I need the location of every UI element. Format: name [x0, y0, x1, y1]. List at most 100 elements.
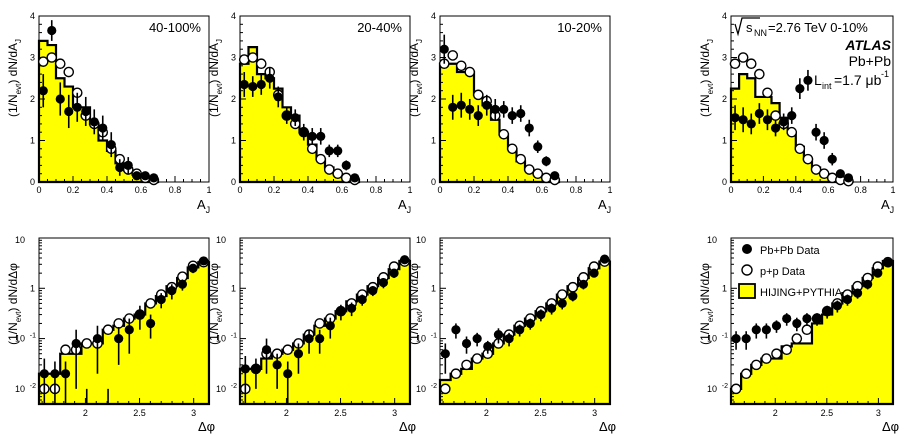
- pp-point: [506, 143, 518, 155]
- pbpb-point: [440, 349, 450, 359]
- pp-point: [770, 110, 781, 121]
- pp-point: [102, 324, 114, 336]
- pbpb-point: [333, 146, 343, 156]
- pbpb-point: [89, 117, 99, 127]
- pp-point: [786, 126, 798, 138]
- pbpb-point: [873, 268, 883, 278]
- panel-dphi-3: 2 2.5 3 10 -2 10 -1 1 10 Δφ (1/Nevt) dN/dΔφ: [407, 235, 616, 434]
- pbpb-point: [533, 142, 543, 152]
- y-tick-label: 3: [431, 53, 436, 63]
- x-tick-label: 2.5: [334, 408, 347, 418]
- x-axis-label: AJ: [398, 197, 411, 215]
- pp-point: [81, 338, 93, 349]
- y-tick-label: 3: [231, 53, 236, 63]
- x-tick-label: 0: [728, 185, 733, 195]
- pp-point: [540, 172, 552, 184]
- x-tick-label: 0.4: [302, 185, 315, 195]
- pbpb-point: [72, 102, 82, 112]
- y-tick-label: 4: [722, 11, 727, 21]
- x-tick-label: 0.2: [757, 185, 770, 195]
- pp-point: [255, 58, 267, 70]
- x-tick-label: 2: [83, 408, 88, 418]
- pp-point: [532, 168, 544, 179]
- pbpb-point: [802, 313, 812, 324]
- pbpb-point: [843, 173, 854, 183]
- pbpb-point: [92, 333, 103, 344]
- pbpb-point: [188, 263, 198, 273]
- mc-histogram: [438, 62, 561, 184]
- pbpb-point: [114, 333, 124, 344]
- pbpb-point: [71, 338, 81, 349]
- y-tick-label: 10: [15, 334, 25, 344]
- pp-point: [54, 58, 66, 70]
- pbpb-point: [465, 104, 475, 114]
- x-tick-label: 0.8: [370, 185, 383, 195]
- pp-point: [498, 128, 510, 140]
- y-tick-label: 1: [431, 136, 436, 146]
- y-tick-exponent: -2: [231, 383, 237, 390]
- plot-frame: [730, 237, 894, 405]
- y-tick-label: 3: [722, 53, 727, 63]
- pp-point: [740, 368, 752, 380]
- pp-point: [315, 153, 327, 165]
- pbpb-point: [199, 256, 209, 266]
- y-tick-label: 1: [30, 283, 35, 293]
- pbpb-point: [461, 338, 472, 349]
- pbpb-point: [299, 127, 309, 137]
- pbpb-point: [304, 333, 314, 344]
- pbpb-point: [39, 369, 49, 379]
- x-axis-label: Δφ: [399, 419, 416, 434]
- x-tick-label: 2: [484, 408, 489, 418]
- y-tick-label: 2: [722, 94, 727, 104]
- x-tick-label: 0.2: [468, 185, 481, 195]
- pbpb-point: [283, 369, 293, 379]
- y-tick-label: 1: [722, 283, 727, 293]
- pbpb-point: [883, 258, 893, 268]
- pbpb-point: [787, 111, 797, 121]
- pbpb-point: [507, 111, 517, 121]
- y-tick-label: 1: [231, 136, 236, 146]
- pbpb-point: [106, 140, 116, 150]
- pbpb-point: [832, 301, 842, 311]
- y-tick-exponent: -1: [231, 333, 237, 340]
- pp-point: [730, 383, 742, 395]
- pbpb-point: [324, 146, 334, 156]
- pp-point: [447, 50, 459, 61]
- panel-dphi-1: 2 2.5 3 10 -2 10 -1 1 10 Δφ (1/Nevt) dN/dΔφ: [6, 235, 215, 434]
- pbpb-point: [746, 119, 756, 129]
- y-tick-label: 3: [30, 53, 35, 63]
- x-tick-label: 1: [607, 185, 612, 195]
- panel-aj-4: 0 0.2 0.4 0.6 0.8 1 0 1 2 3 4 AJ (1/Nevt) dN/dAJ: [698, 11, 896, 215]
- y-axis-label: (1/Nevt) dN/dΔφ: [407, 263, 424, 345]
- x-tick-label: 0.6: [135, 185, 148, 195]
- sqrt-s-subscript: NN: [754, 28, 767, 38]
- x-tick-label: 1: [890, 185, 895, 195]
- pbpb-point: [741, 333, 751, 344]
- x-tick-label: 2.5: [821, 408, 834, 418]
- pp-point: [781, 344, 793, 356]
- pbpb-point: [550, 171, 560, 181]
- legend-label-mc: HIJING+PYTHIA: [760, 287, 843, 299]
- x-tick-label: 0: [437, 185, 442, 195]
- legend-marker-mc: [738, 283, 756, 299]
- pbpb-point: [504, 333, 514, 344]
- x-axis-label: Δφ: [599, 419, 616, 434]
- sqrt-s-label: s: [746, 20, 753, 35]
- x-tick-label: 2.5: [133, 408, 146, 418]
- pbpb-point: [81, 106, 91, 117]
- y-axis-label: (1/Nevt) dN/dΔφ: [207, 263, 224, 345]
- pbpb-point: [761, 325, 771, 335]
- pp-point: [567, 281, 579, 293]
- pbpb-point: [811, 127, 821, 137]
- pbpb-point: [731, 333, 741, 344]
- energy-centrality-text: =2.76 TeV 0-10%: [768, 20, 868, 35]
- centrality-label: 10-20%: [557, 20, 602, 35]
- x-tick-label: 0: [36, 185, 41, 195]
- pbpb-point: [248, 81, 258, 92]
- y-tick-label: 1: [431, 283, 436, 293]
- pp-point: [46, 52, 58, 63]
- pbpb-point: [251, 364, 261, 374]
- pbpb-point: [827, 154, 837, 164]
- pbpb-point: [98, 123, 108, 133]
- x-tick-label: 0.8: [169, 185, 182, 195]
